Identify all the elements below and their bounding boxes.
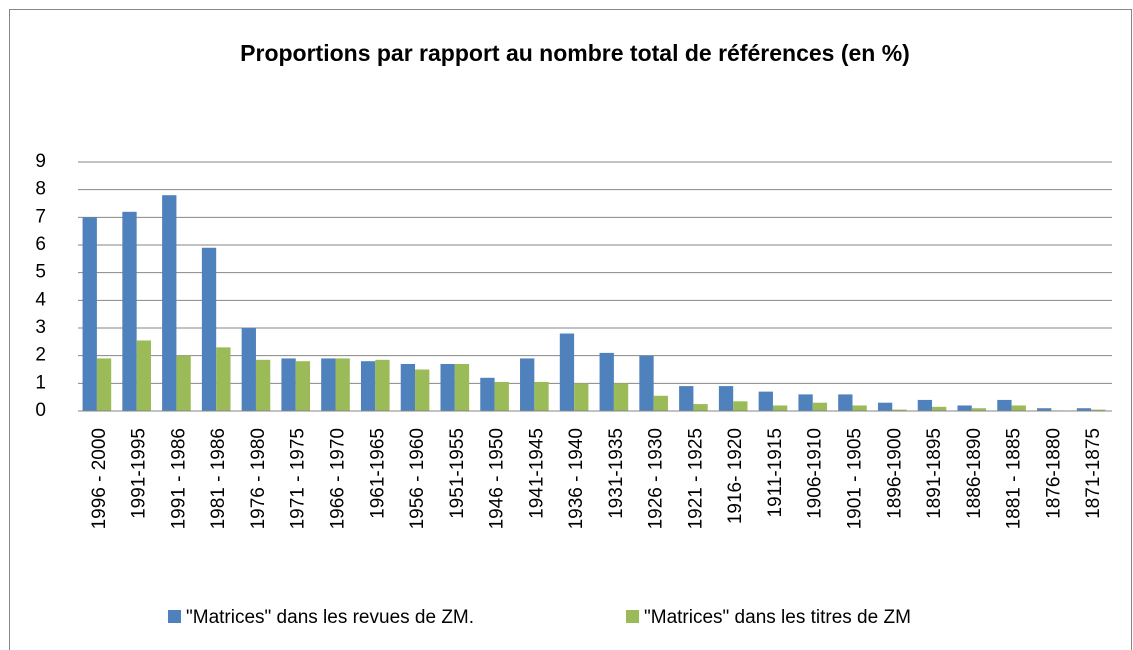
x-tick-label: 1941-1945 — [526, 428, 547, 519]
y-tick-label: 6 — [35, 234, 46, 255]
x-tick-label: 1906-1910 — [805, 428, 826, 519]
bar — [892, 409, 907, 411]
y-tick-label: 1 — [35, 372, 46, 393]
x-tick-label: 1891-1895 — [924, 428, 945, 519]
bar — [1076, 408, 1092, 411]
bar — [415, 369, 430, 411]
bar — [255, 359, 271, 411]
x-tick-label: 1896-1900 — [884, 428, 905, 519]
legend-swatch — [168, 610, 181, 623]
bar — [201, 247, 217, 411]
bar — [162, 195, 177, 411]
bar — [679, 386, 694, 411]
bar — [877, 402, 893, 411]
bar — [136, 340, 151, 411]
x-tick-label: 1901 - 1905 — [845, 428, 866, 529]
x-tick-label: 1971 - 1975 — [288, 428, 309, 529]
bar — [574, 383, 589, 411]
bar — [534, 381, 549, 411]
bar — [917, 399, 933, 411]
bar — [838, 394, 853, 411]
legend-swatch — [626, 610, 639, 623]
bar — [798, 394, 813, 411]
bar — [241, 328, 256, 411]
bar — [335, 358, 350, 411]
bar — [176, 355, 191, 411]
y-tick-label: 0 — [35, 400, 46, 421]
x-tick-label: 1946 - 1950 — [487, 428, 508, 529]
x-tick-label: 1976 - 1980 — [248, 428, 269, 529]
y-tick-label: 9 — [35, 151, 46, 172]
bar — [772, 405, 788, 411]
y-tick-label: 7 — [35, 206, 46, 227]
x-tick-label: 1951-1955 — [447, 428, 468, 519]
bar — [454, 363, 470, 411]
bar — [1011, 405, 1026, 411]
bar — [216, 347, 231, 411]
x-tick-label: 1911-1915 — [765, 428, 786, 517]
y-tick-label: 5 — [35, 262, 46, 283]
y-tick-label: 4 — [35, 289, 46, 310]
bar — [440, 363, 455, 411]
bar — [480, 377, 495, 411]
bar — [852, 405, 867, 411]
bar — [812, 402, 828, 411]
bar — [360, 361, 376, 411]
x-tick-label: 1916- 1920 — [725, 428, 746, 524]
legend-label: "Matrices" dans les revues de ZM. — [186, 607, 474, 628]
bar — [1037, 408, 1052, 411]
bar — [321, 358, 336, 411]
bar — [957, 405, 972, 411]
x-tick-label: 1981 - 1986 — [208, 428, 229, 529]
bar — [733, 401, 748, 411]
bar — [520, 358, 535, 411]
y-tick-label: 2 — [35, 345, 46, 366]
bar — [997, 399, 1012, 411]
chart-frame — [9, 9, 1132, 650]
x-tick-label: 1931-1935 — [606, 428, 627, 519]
x-tick-label: 1936 - 1940 — [566, 428, 587, 529]
bar — [295, 361, 311, 411]
bar — [375, 359, 390, 411]
bar — [758, 391, 773, 411]
chart-title: Proportions par rapport au nombre total … — [240, 40, 910, 66]
x-tick-label: 1991 - 1986 — [168, 428, 189, 529]
bar — [613, 383, 629, 411]
bar — [639, 355, 654, 411]
x-tick-label: 1881 - 1885 — [1004, 428, 1025, 529]
x-tick-label: 1926 - 1930 — [646, 428, 667, 529]
x-tick-label: 1966 - 1970 — [328, 428, 349, 529]
x-tick-label: 1956 - 1960 — [407, 428, 428, 529]
y-tick-label: 3 — [35, 317, 46, 338]
bar — [559, 333, 575, 411]
legend-label: "Matrices" dans les titres de ZM — [644, 607, 911, 628]
bar — [1091, 409, 1106, 411]
bar — [96, 358, 112, 411]
x-tick-label: 1961-1965 — [367, 428, 388, 519]
bar — [122, 211, 137, 411]
x-tick-label: 1991-1995 — [129, 428, 150, 519]
bar — [494, 381, 509, 411]
bar — [932, 406, 947, 411]
x-tick-label: 1876-1880 — [1043, 428, 1064, 519]
bar — [400, 363, 416, 411]
bar — [281, 358, 296, 411]
x-tick-label: 1871-1875 — [1083, 428, 1104, 519]
bar — [653, 395, 668, 411]
x-tick-label: 1996 - 2000 — [89, 428, 110, 529]
x-tick-label: 1886-1890 — [964, 428, 985, 519]
bar — [971, 408, 987, 411]
x-tick-label: 1921 - 1925 — [685, 428, 706, 529]
bar — [693, 404, 708, 411]
bar — [599, 352, 614, 411]
y-tick-label: 8 — [35, 179, 46, 200]
bar — [718, 386, 734, 411]
bar — [82, 217, 97, 411]
